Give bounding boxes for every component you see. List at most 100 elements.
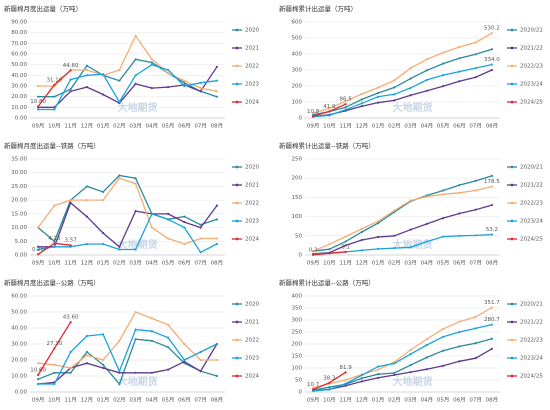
x-tick-label: 02月 — [388, 397, 401, 404]
x-tick-label: 04月 — [421, 123, 434, 130]
legend-dot — [235, 338, 239, 342]
legend-label: 2024/25 — [520, 100, 543, 106]
point — [69, 88, 72, 91]
point — [458, 184, 461, 187]
point — [102, 358, 105, 362]
point — [328, 252, 331, 255]
point — [215, 237, 218, 240]
point — [393, 362, 396, 365]
point — [344, 378, 347, 382]
point — [442, 193, 445, 196]
x-tick-label: 07月 — [469, 123, 482, 130]
point — [215, 79, 218, 82]
point — [377, 376, 380, 379]
x-tick-label: 10月 — [323, 260, 336, 267]
point — [442, 217, 445, 220]
x-tick-label: 11月 — [64, 123, 77, 130]
point — [442, 85, 445, 88]
point — [328, 381, 331, 384]
x-tick-label: 07月 — [469, 260, 482, 267]
point — [409, 199, 412, 202]
series-line — [37, 174, 218, 243]
point — [312, 112, 315, 115]
point — [474, 327, 477, 330]
legend-label: 2020 — [245, 302, 259, 308]
point — [377, 86, 380, 89]
point — [85, 362, 88, 365]
x-tick-label: 04月 — [146, 260, 159, 267]
point — [377, 365, 380, 368]
point — [69, 350, 72, 354]
x-tick-label: 06月 — [453, 123, 466, 130]
point — [53, 347, 56, 350]
x-tick-label: 06月 — [453, 397, 466, 404]
y-tick-label: 50 — [295, 378, 302, 384]
point — [102, 93, 105, 96]
point — [199, 251, 202, 254]
y-tick-label: 20.00 — [11, 198, 27, 204]
legend-dot — [235, 165, 239, 169]
point — [425, 222, 428, 225]
watermark: 大地期货 — [393, 238, 433, 251]
y-tick-label: 200 — [292, 342, 303, 348]
point — [490, 68, 493, 72]
point — [409, 352, 412, 356]
x-tick-label: 11月 — [339, 397, 352, 404]
series-line — [313, 175, 493, 252]
point — [37, 373, 40, 377]
point — [37, 105, 40, 108]
point — [37, 253, 40, 256]
point — [344, 103, 347, 106]
legend-label: 2024 — [245, 100, 259, 106]
legend-label: 2020/21 — [520, 28, 543, 34]
series-line — [38, 343, 218, 385]
point — [150, 58, 153, 61]
point — [69, 371, 72, 374]
legend-dot — [235, 183, 239, 187]
point — [199, 226, 202, 229]
point — [409, 86, 412, 90]
x-tick-label: 09月 — [307, 397, 320, 404]
point — [458, 45, 461, 49]
x-tick-label: 12月 — [81, 260, 94, 267]
point — [85, 185, 88, 188]
point — [425, 69, 428, 72]
point — [474, 66, 477, 70]
point — [328, 243, 331, 246]
y-tick-label: 0.00 — [15, 390, 28, 396]
series-line — [313, 69, 493, 118]
point — [53, 95, 56, 98]
x-tick-label: 12月 — [81, 123, 94, 130]
point — [150, 330, 153, 333]
y-tick-label: 50.00 — [11, 310, 27, 316]
point — [409, 77, 412, 80]
series-line — [37, 338, 218, 386]
chart-title: 新疆棉月度出运量（万吨） — [4, 4, 82, 13]
point — [183, 242, 186, 246]
point — [328, 388, 331, 391]
watermark: 大地期货 — [118, 101, 158, 114]
x-tick-label: 03月 — [404, 123, 417, 130]
point — [474, 357, 477, 360]
point — [458, 234, 461, 237]
point — [360, 238, 363, 242]
x-tick-label: 08月 — [486, 123, 499, 130]
y-tick-label: 0.00 — [15, 116, 28, 122]
point — [37, 226, 40, 229]
x-tick-label: 08月 — [486, 397, 499, 404]
x-tick-label: 05月 — [437, 260, 450, 267]
legend-label: 2021 — [245, 46, 259, 52]
y-tick-label: 200 — [292, 176, 303, 182]
point — [442, 349, 445, 352]
point — [377, 373, 380, 376]
point — [118, 68, 121, 72]
series-line — [313, 323, 493, 392]
x-tick-label: 07月 — [194, 397, 207, 404]
point — [167, 85, 170, 89]
x-tick-label: 08月 — [486, 260, 499, 267]
data-label: 8.1 — [341, 244, 350, 250]
point — [199, 81, 202, 84]
point — [134, 338, 137, 341]
x-tick-label: 06月 — [178, 260, 191, 267]
